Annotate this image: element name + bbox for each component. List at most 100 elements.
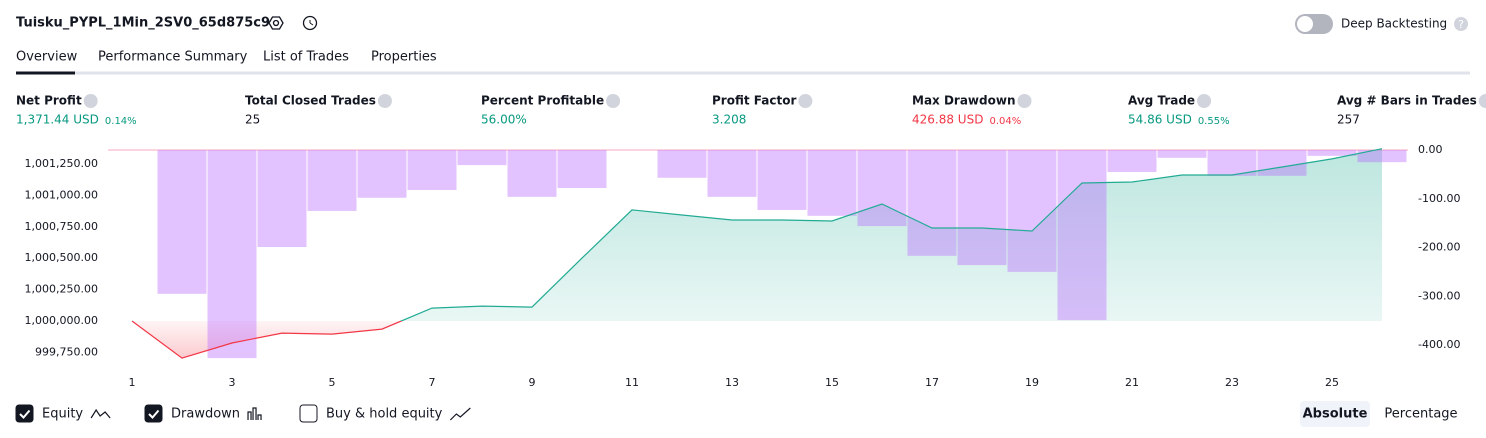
info-icon [1197,94,1212,108]
info-icon [606,94,621,108]
drawdown-bar [457,150,507,166]
deep-backtesting-toggle[interactable] [1295,14,1333,34]
drawdown-bar [357,150,407,198]
checkbox[interactable] [299,404,318,423]
legend-label: Drawdown [171,407,240,422]
x-tick-label: 21 [1125,376,1139,389]
equity-area [132,148,1382,359]
drawdown-bar [407,150,457,190]
drawdown-bar [1157,150,1207,158]
y2-tick-label: 0.00 [1418,143,1443,156]
drawdown-bar [307,150,357,211]
stat-label: Net Profit [16,94,82,108]
y2-tick-label: -300.00 [1418,289,1460,302]
legend-toggle[interactable]: Drawdown [144,404,262,423]
legend-toggle[interactable]: Buy & hold equity [299,404,471,423]
drawdown-bar [1257,150,1307,176]
x-tick-label: 17 [925,376,939,389]
y-tick-label: 1,000,750.00 [25,220,98,233]
info-icon [798,94,813,108]
stat-label: Max Drawdown [912,94,1015,108]
stat-percent: 0.55% [1198,116,1230,127]
legend-icon [247,407,262,420]
stat-value: 3.208 [712,113,746,127]
stat-label: Total Closed Trades [245,94,376,108]
stat-label: Avg Trade [1128,94,1195,108]
info-icon [377,94,392,108]
drawdown-bar [157,150,207,294]
drawdown-bar [207,150,257,359]
stat-label: Avg # Bars in Trades [1337,94,1477,108]
stat-percent: 0.04% [989,116,1021,127]
stat-value: 257 [1337,113,1360,127]
x-tick-label: 19 [1025,376,1039,389]
drawdown-bar [257,150,307,248]
stat-value: 56.00% [481,113,527,127]
y-tick-label: 999,750.00 [35,345,98,358]
x-tick-label: 11 [625,376,639,389]
info-icon [1478,94,1486,108]
y2-tick-label: -400.00 [1418,338,1460,351]
drawdown-bar [507,150,557,197]
y-tick-label: 1,001,000.00 [25,188,98,201]
checkmark [19,409,31,419]
x-tick-label: 7 [429,376,436,389]
strategy-title: Tuisku_PYPL_1Min_2SV0_65d875c9 [16,16,270,31]
drawdown-bar [857,150,907,227]
stat-value: 1,371.44 USD [16,113,99,127]
svg-text:?: ? [1458,18,1464,31]
alert-icon[interactable] [302,15,318,31]
help-icon[interactable]: ? [1454,17,1468,31]
equity-line [131,148,1383,359]
x-tick-label: 5 [329,376,336,389]
legend-toggle[interactable]: Equity [15,404,111,423]
drawdown-bar [957,150,1007,266]
x-tick-label: 1 [129,376,136,389]
drawdown-bar [757,150,807,210]
tab[interactable]: List of Trades [263,50,349,65]
y2-tick-label: -200.00 [1418,241,1460,254]
drawdown-bar [1207,150,1257,176]
x-tick-label: 13 [725,376,739,389]
drawdown-bar [657,150,707,178]
x-tick-label: 23 [1225,376,1239,389]
drawdown-bar [557,150,607,189]
stat-value: 426.88 USD [912,113,983,127]
info-icon [1017,94,1032,108]
drawdown-bar [1307,150,1357,156]
legend-icon [449,407,471,421]
drawdown-bar [1107,150,1157,172]
checkmark [148,409,160,419]
drawdown-bar [1357,150,1407,163]
x-tick-label: 9 [529,376,536,389]
legend-icon [90,408,111,419]
y-tick-label: 1,000,500.00 [25,251,98,264]
y2-tick-label: -100.00 [1418,192,1460,205]
y-tick-label: 1,001,250.00 [25,157,98,170]
stat-label: Profit Factor [712,94,796,108]
settings-icon[interactable] [268,16,284,30]
button[interactable]: Percentage [1384,407,1457,422]
toggle-label: Deep Backtesting [1341,17,1447,31]
x-tick-label: 15 [825,376,839,389]
drawdown-bar [907,150,957,256]
stat-label: Percent Profitable [481,94,604,108]
drawdown-bar [1057,150,1107,321]
y-tick-label: 1,000,250.00 [25,283,98,296]
info-icon [83,94,98,108]
tab[interactable]: Performance Summary [98,50,248,65]
drawdown-bar [1007,150,1057,272]
checkbox[interactable] [144,404,163,423]
drawdown-bar [807,150,857,216]
legend-label: Buy & hold equity [326,407,443,422]
x-tick-label: 25 [1325,376,1339,389]
tab[interactable]: Overview [16,50,78,65]
legend-label: Equity [42,407,83,422]
y-tick-label: 1,000,000.00 [25,314,98,327]
checkbox[interactable] [15,404,34,423]
tab[interactable]: Properties [371,50,437,65]
drawdown-bar [707,150,757,197]
button[interactable]: Absolute [1303,407,1368,422]
stat-percent: 0.14% [105,116,137,127]
